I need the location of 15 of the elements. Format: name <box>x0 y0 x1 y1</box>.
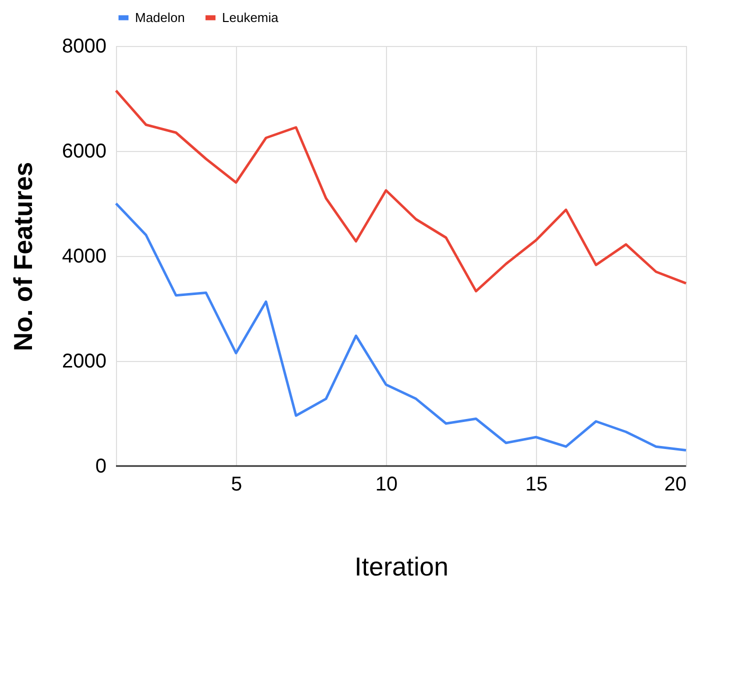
legend-label: Leukemia <box>222 10 280 25</box>
y-tick-label: 8000 <box>62 36 106 58</box>
line-series <box>114 89 688 292</box>
y-axis-title: No. of Features <box>8 162 38 352</box>
x-tick-label: 5 <box>230 474 242 496</box>
x-tick-label: 20 <box>664 474 686 496</box>
x-tick-label: 10 <box>375 474 398 496</box>
y-tick-label: 0 <box>95 456 106 478</box>
y-tick-label: 4000 <box>62 246 106 268</box>
y-tick-label: 2000 <box>62 350 106 372</box>
x-tick-label: 15 <box>525 474 548 496</box>
legend-label: Madelon <box>135 10 185 25</box>
y-tick-label: 6000 <box>62 140 106 162</box>
line-series <box>114 202 688 452</box>
x-axis-title: Iteration <box>354 552 448 582</box>
